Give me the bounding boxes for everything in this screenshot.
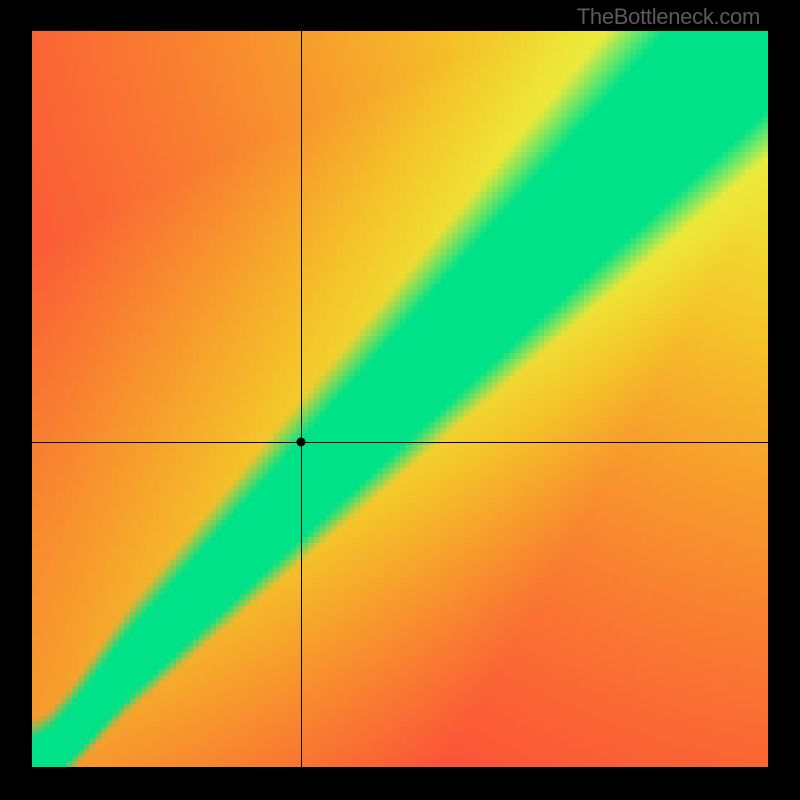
marker-dot <box>296 437 305 446</box>
heatmap-canvas <box>32 31 768 767</box>
crosshair-vertical <box>301 31 302 767</box>
watermark-text: TheBottleneck.com <box>577 4 760 30</box>
heatmap-plot <box>32 31 768 767</box>
crosshair-horizontal <box>32 442 768 443</box>
